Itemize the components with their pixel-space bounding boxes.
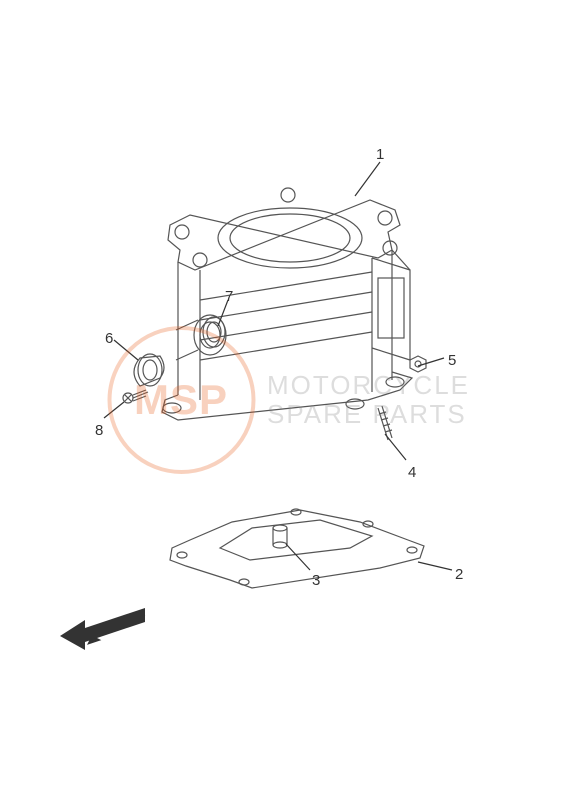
cylinder-body (162, 188, 412, 420)
inlet-elbow (134, 354, 164, 386)
base-gasket (170, 509, 424, 588)
callout-6: 6 (105, 330, 113, 347)
dowel-pin (273, 525, 287, 548)
callout-1: 1 (376, 146, 384, 163)
diagram-canvas: 12345678 MSP MOTORCYCLE SPARE PARTS (0, 0, 577, 800)
callout-7: 7 (225, 288, 233, 305)
exploded-view-svg (0, 0, 577, 800)
callout-5: 5 (448, 352, 456, 369)
direction-arrow (60, 608, 145, 650)
callout-3: 3 (312, 572, 320, 589)
callout-2: 2 (455, 566, 463, 583)
screw (123, 390, 148, 403)
callout-8: 8 (95, 422, 103, 439)
o-ring (203, 317, 225, 347)
callout-4: 4 (408, 464, 416, 481)
